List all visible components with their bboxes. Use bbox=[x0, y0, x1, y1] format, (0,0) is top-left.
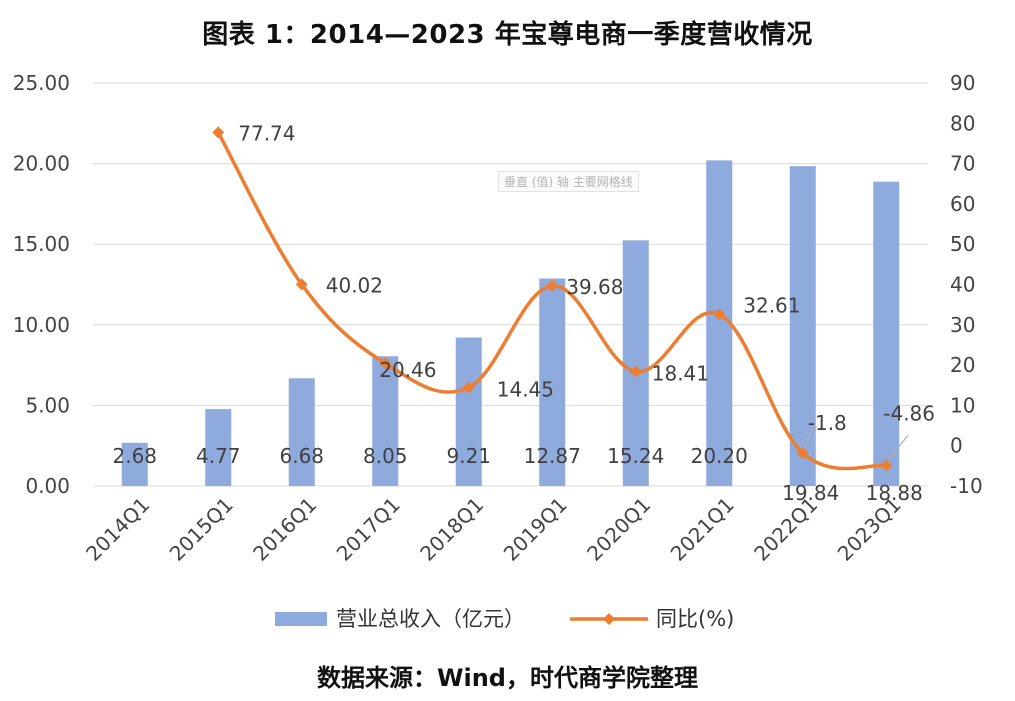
right-tick-label: 90 bbox=[950, 71, 975, 95]
legend: 营业总收入（亿元） 同比(%) bbox=[275, 607, 734, 631]
revenue-bar-label: 18.88 bbox=[866, 481, 923, 505]
left-tick-label: 10.00 bbox=[13, 313, 70, 337]
x-axis-label: 2019Q1 bbox=[499, 493, 572, 566]
left-tick-label: 15.00 bbox=[13, 232, 70, 256]
label-leader-line bbox=[887, 434, 909, 460]
yoy-point-marker bbox=[629, 365, 642, 378]
x-axis-label: 2016Q1 bbox=[248, 493, 321, 566]
revenue-bars bbox=[121, 160, 900, 486]
revenue-bar-label: 4.77 bbox=[196, 444, 241, 468]
yoy-point-label: -1.8 bbox=[808, 411, 847, 435]
revenue-bar-label: 15.24 bbox=[607, 444, 664, 468]
revenue-bar bbox=[121, 442, 148, 486]
x-axis-label: 2015Q1 bbox=[165, 493, 238, 566]
right-tick-label: 20 bbox=[950, 353, 975, 377]
revenue-bar bbox=[622, 240, 649, 486]
x-axis-label: 2018Q1 bbox=[415, 493, 488, 566]
right-tick-label: 50 bbox=[950, 232, 975, 256]
revenue-bar bbox=[873, 181, 900, 486]
revenue-bar bbox=[372, 356, 399, 486]
chart-title: 图表 1：2014—2023 年宝尊电商一季度营收情况 bbox=[202, 20, 813, 50]
yoy-line-labels: 77.74 40.02 20.46 14.45 39.68 18.41 32.61 -1.8 -… bbox=[238, 121, 935, 435]
revenue-bar-label: 8.05 bbox=[363, 444, 408, 468]
revenue-bar-label: 2.68 bbox=[112, 444, 157, 468]
revenue-bar-labels: 2.68 4.77 6.68 8.05 9.21 12.87 15.24 20.20 19.84… bbox=[112, 444, 922, 505]
revenue-bar-label: 20.20 bbox=[691, 444, 748, 468]
yoy-point-marker bbox=[880, 459, 893, 472]
revenue-bar-label: 6.68 bbox=[279, 444, 324, 468]
data-source-note: 数据来源：Wind，时代商学院整理 bbox=[317, 664, 698, 692]
legend-swatch-revenue bbox=[275, 612, 327, 626]
revenue-bar bbox=[455, 337, 482, 486]
yoy-point-label: 39.68 bbox=[566, 275, 623, 299]
left-tick-label: 20.00 bbox=[13, 152, 70, 176]
label-leader-lines bbox=[804, 426, 909, 460]
right-tick-label: 30 bbox=[950, 313, 975, 337]
left-tick-label: 5.00 bbox=[25, 393, 70, 417]
revenue-bar bbox=[789, 166, 816, 486]
left-axis-ticks: 0.00 5.00 10.00 15.00 20.00 25.00 bbox=[13, 71, 70, 498]
yoy-point-marker bbox=[713, 308, 726, 321]
x-axis-label: 2014Q1 bbox=[81, 493, 154, 566]
axis-tooltip: 垂直 (值) 轴 主要网格线 bbox=[498, 171, 639, 192]
right-tick-label: -10 bbox=[950, 474, 983, 498]
yoy-point-label: 14.45 bbox=[497, 377, 554, 401]
right-tick-label: 80 bbox=[950, 111, 975, 135]
left-tick-label: 25.00 bbox=[13, 71, 70, 95]
yoy-point-marker bbox=[462, 381, 475, 394]
gridlines bbox=[93, 82, 928, 487]
yoy-point-marker bbox=[295, 278, 308, 291]
x-axis-label: 2020Q1 bbox=[582, 493, 655, 566]
legend-label-revenue: 营业总收入（亿元） bbox=[336, 607, 525, 631]
label-leader-line bbox=[804, 426, 818, 448]
yoy-point-marker bbox=[546, 279, 559, 292]
yoy-point-label: 77.74 bbox=[238, 121, 295, 145]
x-axis-label: 2021Q1 bbox=[666, 493, 739, 566]
legend-label-yoy: 同比(%) bbox=[656, 607, 734, 631]
yoy-point-label: 18.41 bbox=[652, 362, 709, 386]
legend-swatch-yoy-marker bbox=[603, 613, 615, 625]
yoy-point-label: 32.61 bbox=[743, 293, 800, 317]
yoy-line bbox=[212, 126, 893, 472]
revenue-bar-label: 9.21 bbox=[446, 444, 491, 468]
x-axis-label: 2017Q1 bbox=[332, 493, 405, 566]
yoy-point-marker bbox=[379, 357, 392, 370]
revenue-bar bbox=[288, 378, 315, 486]
right-tick-label: 40 bbox=[950, 273, 975, 297]
revenue-bar-label: 19.84 bbox=[782, 481, 839, 505]
yoy-point-marker bbox=[212, 126, 225, 139]
revenue-bar bbox=[205, 409, 232, 486]
yoy-point-label: 20.46 bbox=[379, 358, 436, 382]
yoy-point-label: 40.02 bbox=[326, 273, 383, 297]
right-axis-ticks: -10 0 10 20 30 40 50 60 70 80 90 bbox=[950, 71, 983, 498]
right-tick-label: 60 bbox=[950, 192, 975, 216]
yoy-point-marker bbox=[796, 446, 809, 459]
right-tick-label: 70 bbox=[950, 152, 975, 176]
right-tick-label: 10 bbox=[950, 393, 975, 417]
revenue-bar bbox=[539, 278, 566, 486]
revenue-bar-label: 12.87 bbox=[524, 444, 581, 468]
left-tick-label: 0.00 bbox=[25, 474, 70, 498]
yoy-point-label: -4.86 bbox=[883, 401, 935, 425]
right-tick-label: 0 bbox=[950, 434, 963, 458]
